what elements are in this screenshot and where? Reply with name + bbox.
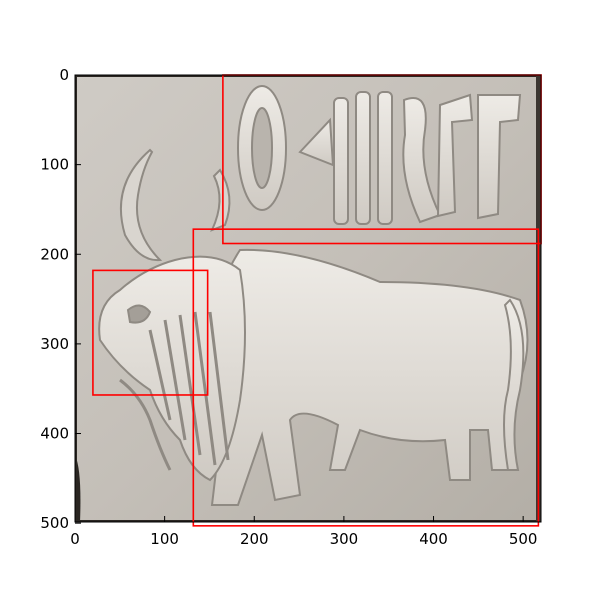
seal-image	[75, 75, 541, 522]
axes-frame	[74, 74, 542, 523]
bull-head	[98, 255, 246, 482]
x-tick-label: 0	[70, 530, 80, 548]
body-box	[192, 228, 540, 527]
y-axis: 0 100 200 300 400 500	[40, 66, 81, 532]
x-tick-label: 400	[419, 530, 448, 548]
y-tick-label: 0	[59, 66, 69, 84]
x-axis: 0 100 200 300 400 500	[70, 516, 537, 548]
inscription-signs	[237, 85, 522, 225]
horn	[119, 148, 163, 262]
x-tick-label: 500	[509, 530, 538, 548]
y-tick-label: 300	[40, 335, 69, 353]
x-tick-label: 100	[150, 530, 179, 548]
y-tick-label: 100	[40, 156, 69, 174]
y-tick-label: 500	[40, 514, 69, 532]
x-tick-label: 200	[240, 530, 269, 548]
y-tick-label: 400	[40, 425, 69, 443]
head-box	[92, 269, 209, 396]
horn-right	[210, 168, 231, 232]
x-tick-label: 300	[330, 530, 359, 548]
y-tick-label: 200	[40, 245, 69, 263]
